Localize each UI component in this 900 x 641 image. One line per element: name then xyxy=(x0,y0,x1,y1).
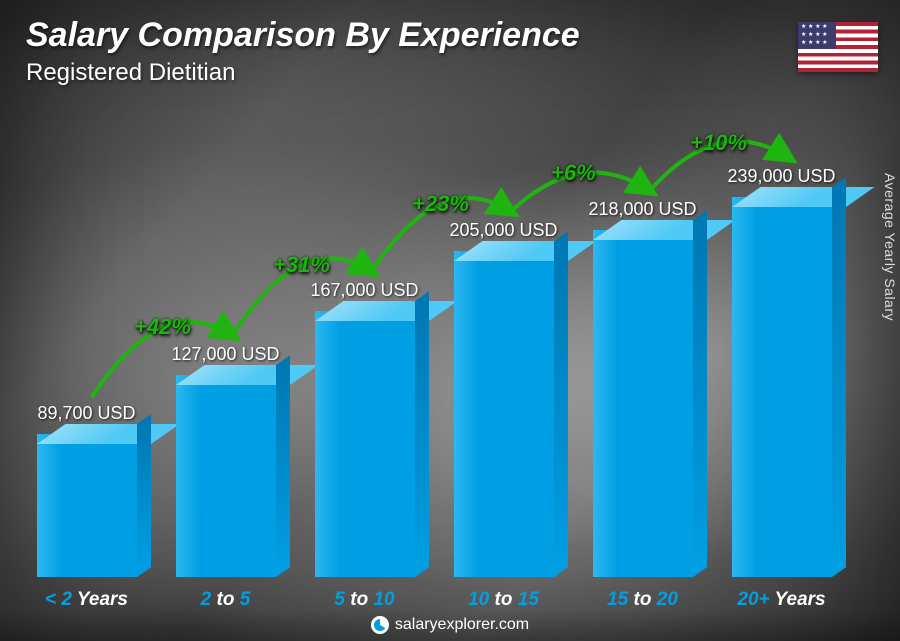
bar-front-face xyxy=(732,197,832,577)
bar-value-label: 127,000 USD xyxy=(171,344,279,365)
x-axis-label: 10 to 15 xyxy=(468,589,539,611)
bar-value-label: 89,700 USD xyxy=(37,403,135,424)
growth-arc-label: +31% xyxy=(273,252,330,278)
bar-column: 218,000 USD15 to 20 xyxy=(588,199,697,577)
bar xyxy=(732,197,832,577)
bar-column: 167,000 USD5 to 10 xyxy=(310,280,419,577)
x-axis-label: 5 to 10 xyxy=(334,589,394,611)
x-axis-label: 2 to 5 xyxy=(201,589,251,611)
bar-value-label: 239,000 USD xyxy=(727,166,835,187)
footer: salaryexplorer.com xyxy=(0,609,900,641)
chart-title: Salary Comparison By Experience xyxy=(26,16,580,55)
bar-side-face xyxy=(276,355,290,577)
bar-chart: 89,700 USD< 2 Years 127,000 USD2 to 5 167,… xyxy=(32,107,836,577)
chart-subtitle: Registered Dietitian xyxy=(26,59,580,87)
bar-side-face xyxy=(415,291,429,577)
bar-top-face xyxy=(176,365,319,385)
bar-value-label: 167,000 USD xyxy=(310,280,418,301)
bar-side-face xyxy=(554,231,568,577)
bar xyxy=(454,251,554,577)
bar-top-face xyxy=(315,301,458,321)
x-axis-label: 15 to 20 xyxy=(607,589,678,611)
bar xyxy=(315,311,415,577)
growth-arc-label: +10% xyxy=(690,130,747,156)
x-axis-label: < 2 Years xyxy=(45,589,128,611)
bar-front-face xyxy=(593,230,693,577)
bar-column: 127,000 USD2 to 5 xyxy=(171,344,280,577)
growth-arc-label: +42% xyxy=(134,314,191,340)
growth-arc-label: +6% xyxy=(551,160,596,186)
bar-side-face xyxy=(693,210,707,577)
bar xyxy=(176,375,276,577)
growth-arc-label: +23% xyxy=(412,191,469,217)
bar-front-face xyxy=(37,434,137,577)
growth-arcs-layer xyxy=(32,107,836,577)
title-block: Salary Comparison By Experience Register… xyxy=(26,16,580,87)
bar-value-label: 205,000 USD xyxy=(449,220,557,241)
bar-top-face xyxy=(37,424,180,444)
us-flag-icon xyxy=(798,22,878,72)
x-axis-label: 20+ Years xyxy=(737,589,825,611)
y-axis-label: Average Yearly Salary xyxy=(882,173,898,321)
bar-side-face xyxy=(137,414,151,577)
bar-column: 89,700 USD< 2 Years xyxy=(32,403,141,577)
bar xyxy=(593,230,693,577)
bar-column: 239,000 USD20+ Years xyxy=(727,166,836,577)
bar-top-face xyxy=(593,220,736,240)
bar-front-face xyxy=(176,375,276,577)
salaryexplorer-logo-icon xyxy=(371,616,389,634)
bar xyxy=(37,434,137,577)
bar-column: 205,000 USD10 to 15 xyxy=(449,220,558,577)
footer-text: salaryexplorer.com xyxy=(395,616,529,634)
bar-front-face xyxy=(454,251,554,577)
bar-value-label: 218,000 USD xyxy=(588,199,696,220)
bar-top-face xyxy=(454,241,597,261)
bar-side-face xyxy=(832,177,846,577)
bar-front-face xyxy=(315,311,415,577)
